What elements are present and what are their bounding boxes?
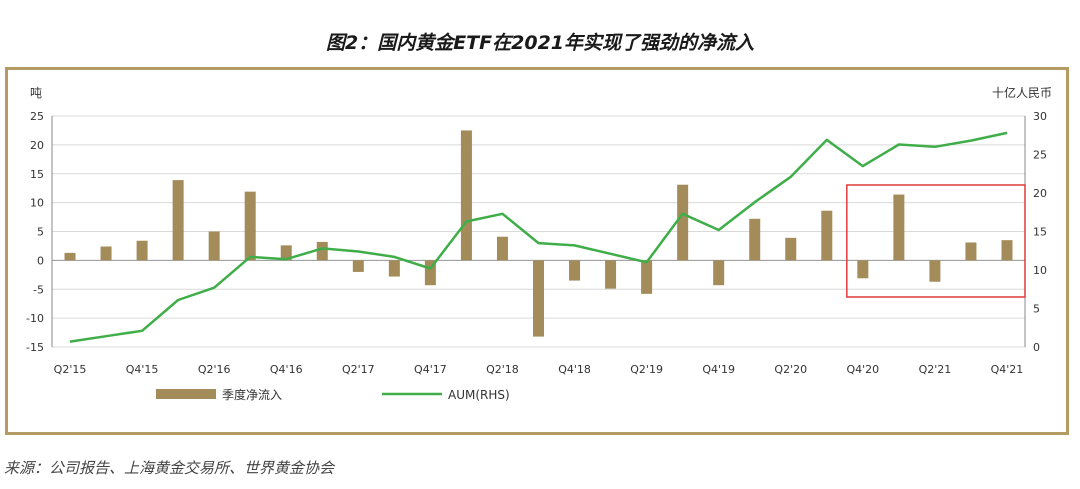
source-note: 来源：公司报告、上海黄金交易所、世界黄金协会 bbox=[4, 459, 335, 477]
x-tick-label: Q2'20 bbox=[774, 363, 807, 376]
right-tick-label: 0 bbox=[1033, 341, 1040, 354]
x-tick-label: Q2'16 bbox=[198, 363, 231, 376]
x-tick-label: Q4'15 bbox=[126, 363, 159, 376]
x-tick-label: Q4'16 bbox=[270, 363, 303, 376]
bar bbox=[965, 242, 977, 261]
bar bbox=[569, 260, 581, 281]
bar bbox=[749, 218, 761, 261]
bar bbox=[929, 260, 941, 282]
left-tick-label: 25 bbox=[30, 110, 44, 123]
right-tick-label: 15 bbox=[1033, 226, 1047, 239]
bar bbox=[1001, 240, 1013, 261]
bar bbox=[821, 210, 833, 261]
x-tick-label: Q2'19 bbox=[630, 363, 663, 376]
bar bbox=[172, 180, 184, 261]
bar bbox=[857, 260, 869, 279]
x-tick-label: Q2'21 bbox=[919, 363, 952, 376]
bar bbox=[316, 241, 328, 261]
bar bbox=[785, 237, 797, 261]
right-tick-label: 10 bbox=[1033, 264, 1047, 277]
right-tick-label: 25 bbox=[1033, 149, 1047, 162]
right-tick-label: 20 bbox=[1033, 187, 1047, 200]
right-tick-label: 5 bbox=[1033, 303, 1040, 316]
left-tick-label: -5 bbox=[33, 283, 44, 296]
bar bbox=[641, 260, 653, 294]
highlight-box bbox=[846, 184, 1026, 298]
bar bbox=[208, 231, 220, 261]
bar bbox=[677, 184, 689, 261]
left-tick-label: 20 bbox=[30, 139, 44, 152]
bar bbox=[496, 236, 508, 261]
right-unit-label: 十亿人民币 bbox=[992, 85, 1052, 100]
legend-line-label: AUM(RHS) bbox=[448, 388, 510, 402]
bar bbox=[100, 246, 112, 261]
x-tick-label: Q2'17 bbox=[342, 363, 375, 376]
bar bbox=[893, 194, 905, 261]
left-tick-label: 5 bbox=[37, 226, 44, 239]
bar bbox=[64, 252, 76, 261]
left-tick-label: 15 bbox=[30, 168, 44, 181]
x-tick-label: Q4'20 bbox=[846, 363, 879, 376]
legend-bar-swatch bbox=[156, 389, 216, 399]
chart-title: 图2：国内黄金ETF在2021年实现了强劲的净流入 bbox=[325, 32, 755, 54]
left-tick-label: 10 bbox=[30, 197, 44, 210]
x-tick-label: Q4'19 bbox=[702, 363, 735, 376]
left-tick-label: 0 bbox=[37, 254, 44, 267]
bar bbox=[244, 191, 256, 261]
bar bbox=[136, 240, 148, 261]
x-tick-label: Q2'15 bbox=[54, 363, 87, 376]
bar bbox=[605, 260, 617, 289]
left-tick-label: -15 bbox=[26, 341, 44, 354]
bar bbox=[280, 245, 292, 261]
legend-bar-label: 季度净流入 bbox=[222, 387, 282, 402]
bar bbox=[713, 260, 725, 286]
left-unit-label: 吨 bbox=[30, 86, 42, 100]
right-tick-label: 30 bbox=[1033, 110, 1047, 123]
left-tick-label: -10 bbox=[26, 312, 44, 325]
bar bbox=[460, 130, 472, 261]
x-tick-label: Q4'17 bbox=[414, 363, 447, 376]
x-tick-label: Q2'18 bbox=[486, 363, 519, 376]
x-tick-label: Q4'18 bbox=[558, 363, 591, 376]
aum-line bbox=[69, 131, 1008, 343]
x-tick-label: Q4'21 bbox=[991, 363, 1024, 376]
bar bbox=[352, 260, 364, 272]
bar bbox=[424, 260, 436, 286]
bar bbox=[388, 260, 400, 277]
bar bbox=[533, 260, 544, 337]
